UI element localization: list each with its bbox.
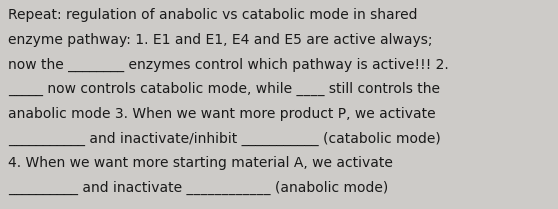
Text: _____ now controls catabolic mode, while ____ still controls the: _____ now controls catabolic mode, while… bbox=[8, 82, 440, 97]
Text: 4. When we want more starting material A, we activate: 4. When we want more starting material A… bbox=[8, 156, 393, 170]
Text: ___________ and inactivate/inhibit ___________ (catabolic mode): ___________ and inactivate/inhibit _____… bbox=[8, 132, 441, 146]
Text: enzyme pathway: 1. E1 and E1, E4 and E5 are active always;: enzyme pathway: 1. E1 and E1, E4 and E5 … bbox=[8, 33, 433, 47]
Text: anabolic mode 3. When we want more product P, we activate: anabolic mode 3. When we want more produ… bbox=[8, 107, 436, 121]
Text: __________ and inactivate ____________ (anabolic mode): __________ and inactivate ____________ (… bbox=[8, 181, 388, 195]
Text: now the ________ enzymes control which pathway is active!!! 2.: now the ________ enzymes control which p… bbox=[8, 58, 449, 72]
Text: Repeat: regulation of anabolic vs catabolic mode in shared: Repeat: regulation of anabolic vs catabo… bbox=[8, 8, 418, 22]
